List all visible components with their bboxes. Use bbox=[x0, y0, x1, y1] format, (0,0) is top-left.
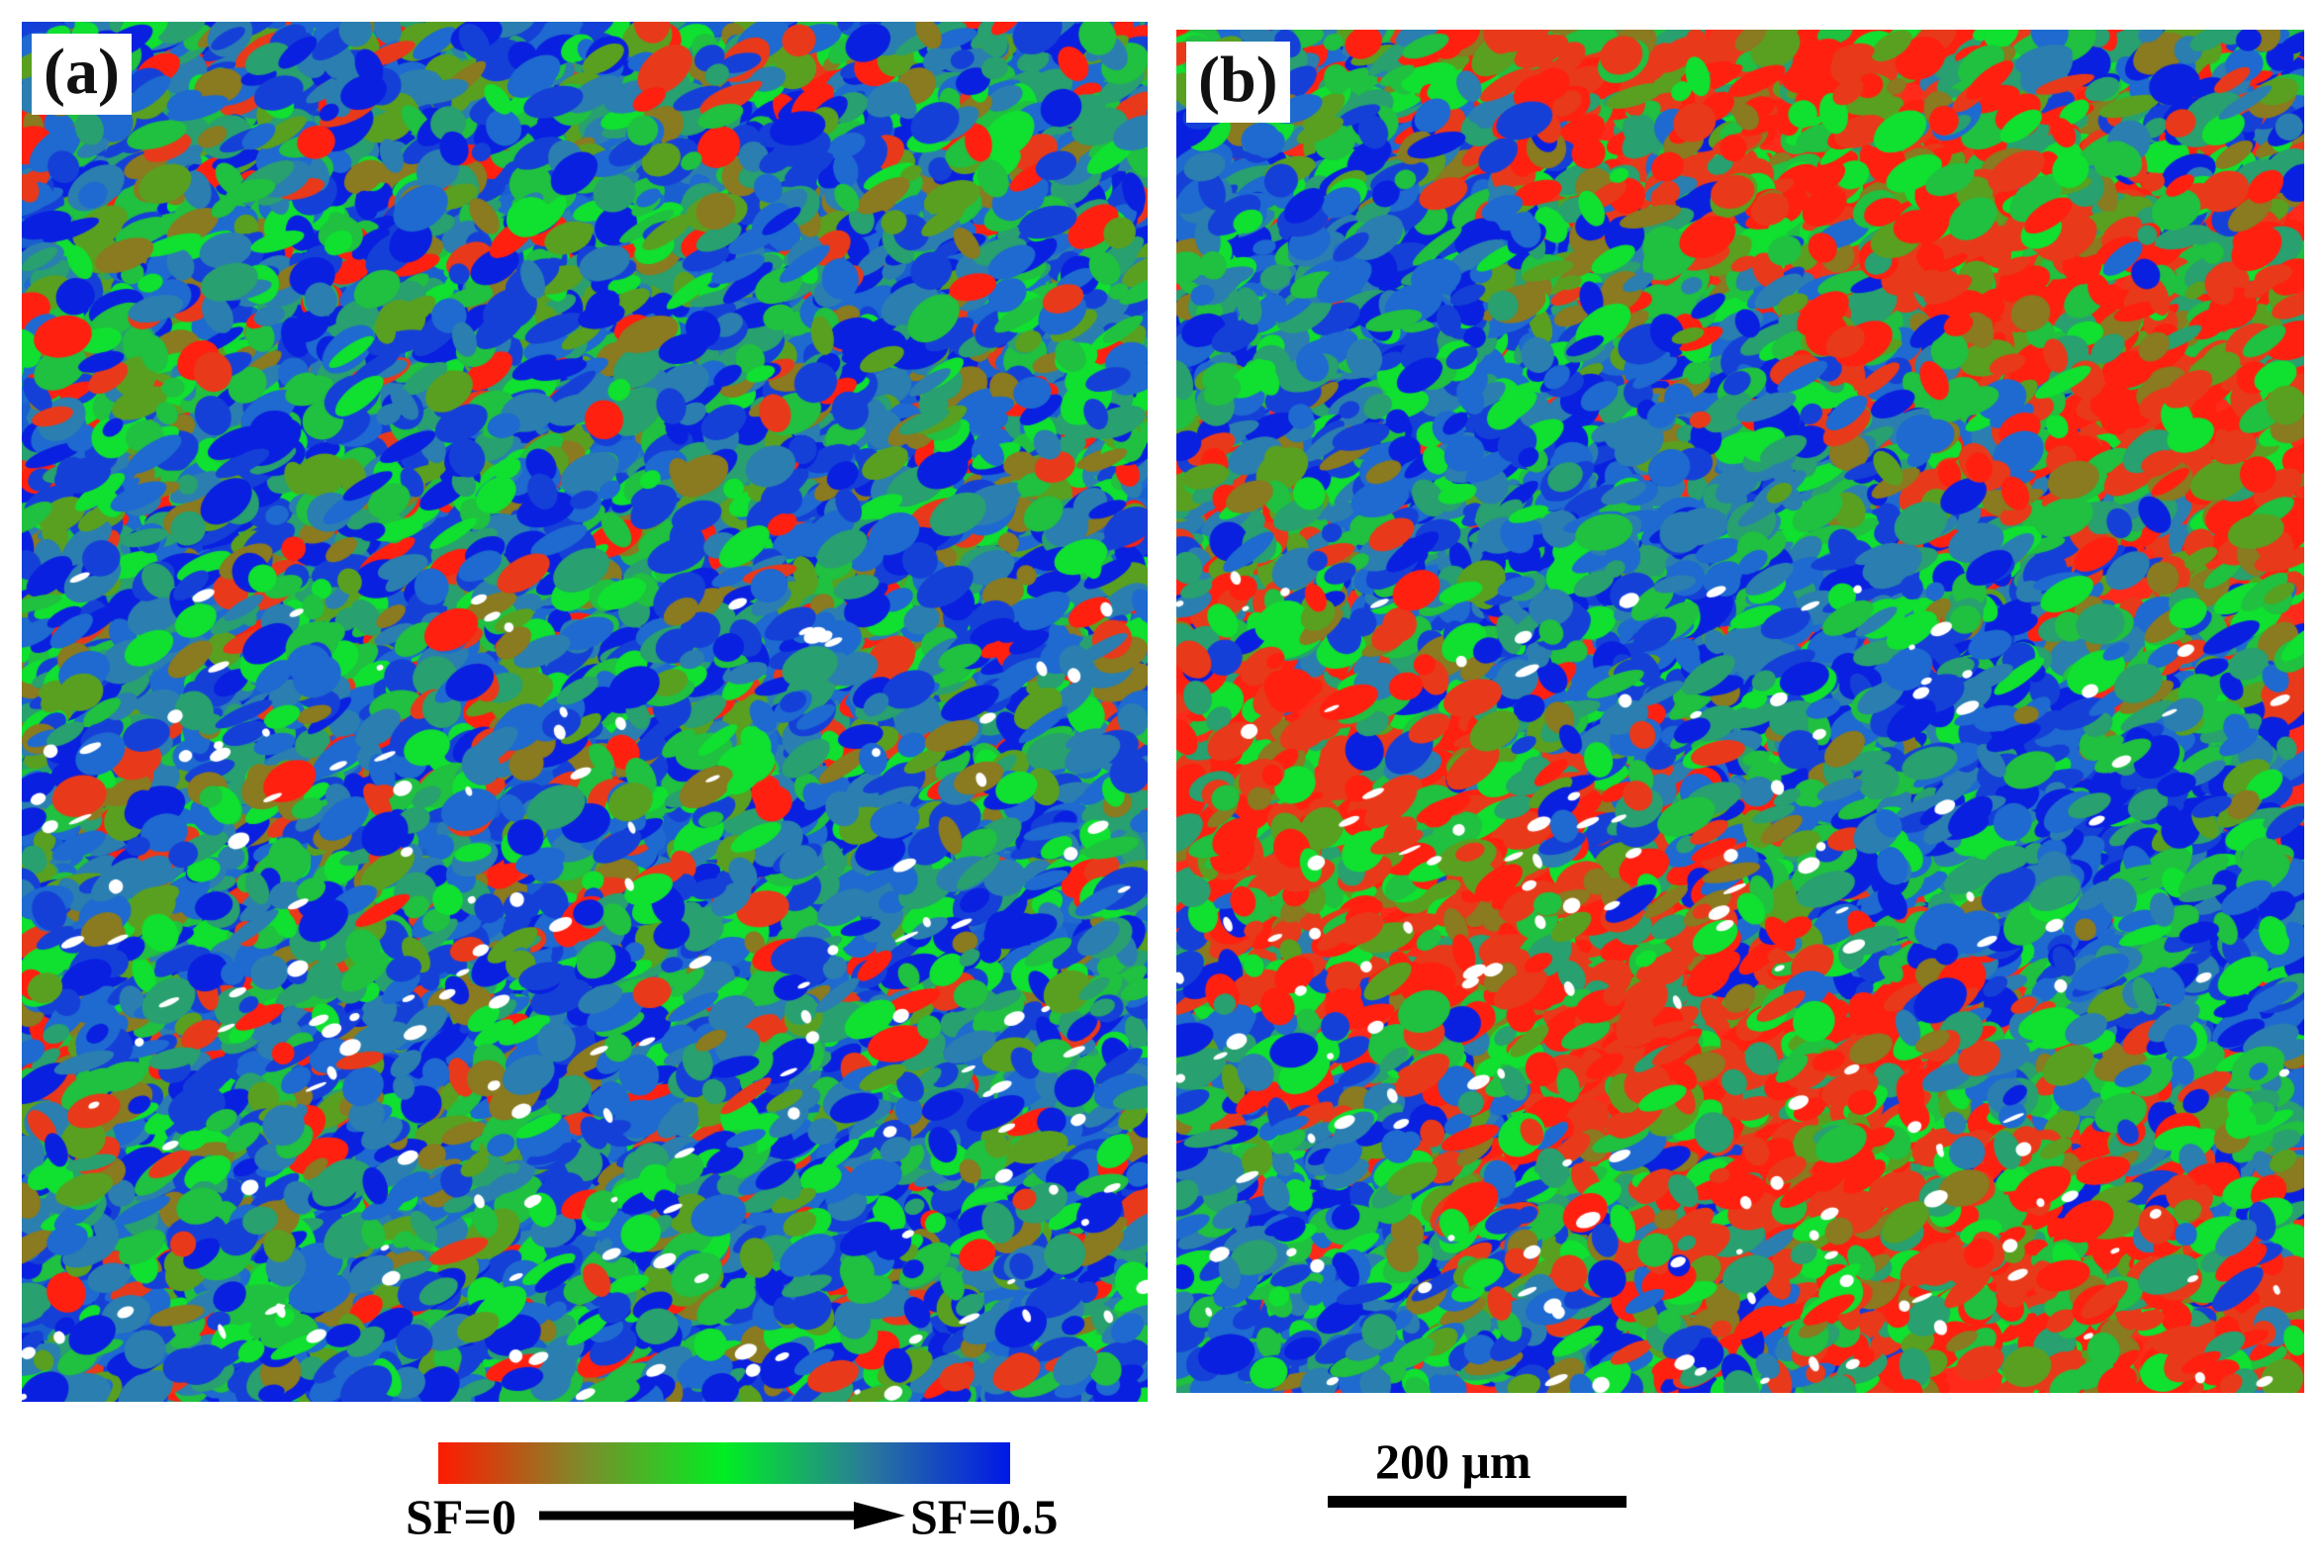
ebsd-map-panel-a: (a) bbox=[22, 22, 1148, 1402]
grain-map-b bbox=[1176, 30, 2304, 1393]
scale-bar bbox=[1328, 1496, 1627, 1508]
panel-label-b: (b) bbox=[1186, 42, 1290, 123]
arrow-icon bbox=[539, 1502, 905, 1529]
panel-label-a: (a) bbox=[32, 34, 132, 115]
colorbar-max-label: SF=0.5 bbox=[910, 1489, 1059, 1544]
ebsd-map-panel-b: (b) bbox=[1176, 30, 2304, 1393]
schmid-factor-colorbar bbox=[438, 1442, 1010, 1484]
scale-bar-label: 200 μm bbox=[1375, 1433, 1532, 1489]
colorbar-min-label: SF=0 bbox=[406, 1489, 516, 1544]
grain-map-a bbox=[22, 22, 1148, 1402]
